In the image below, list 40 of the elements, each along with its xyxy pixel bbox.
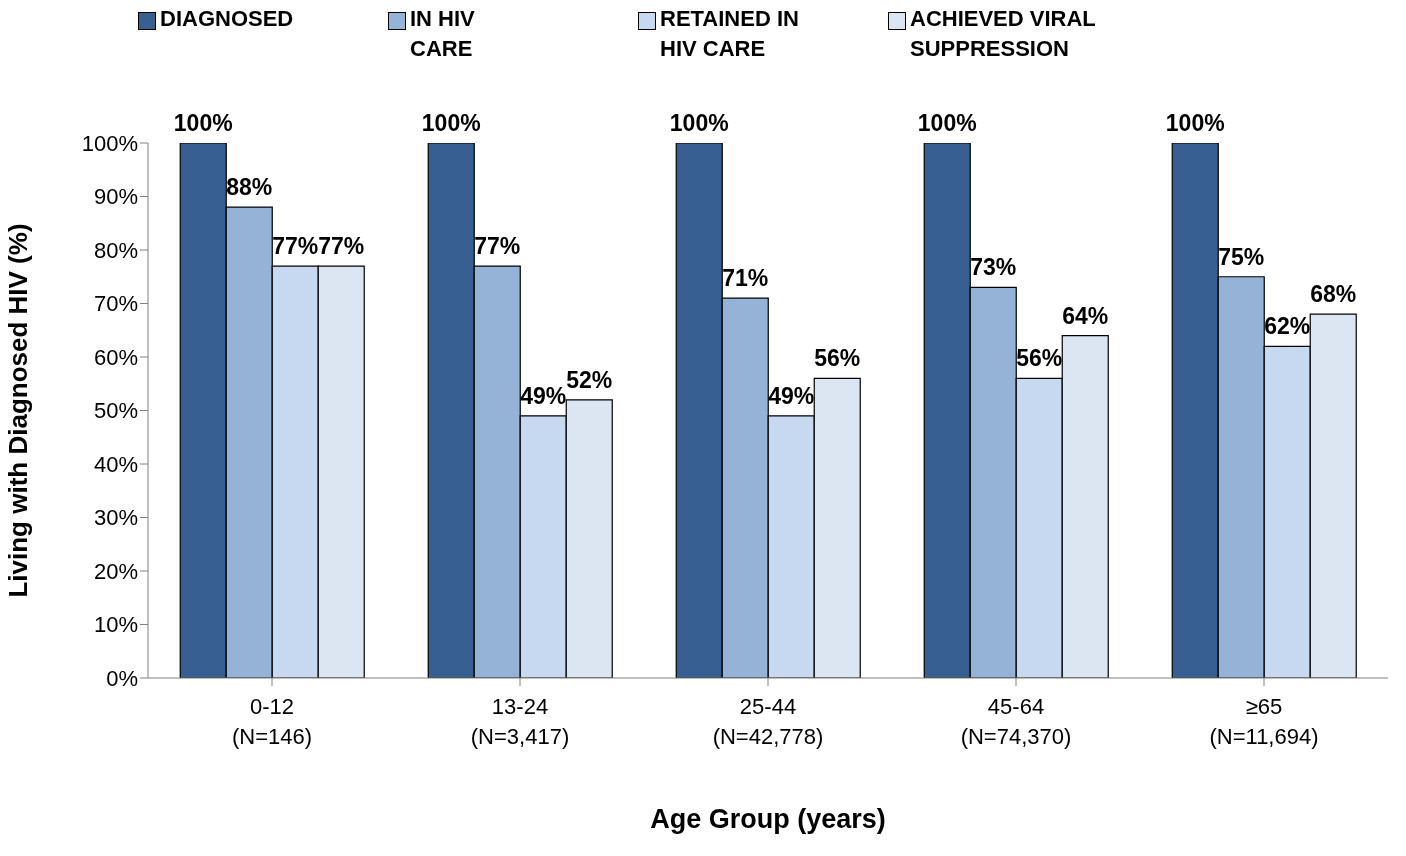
data-label: 68% xyxy=(1310,281,1357,308)
data-label: 77% xyxy=(272,233,319,260)
y-tick-label: 90% xyxy=(93,184,138,210)
data-label: 64% xyxy=(1062,302,1109,329)
y-tick-label: 50% xyxy=(93,398,138,424)
y-tick-label: 40% xyxy=(93,451,138,477)
data-label: 56% xyxy=(1016,345,1063,372)
x-axis-title: Age Group (years) xyxy=(650,804,886,834)
data-label: 56% xyxy=(814,345,861,372)
legend-label: IN HIV CARE xyxy=(410,5,476,63)
data-label: 62% xyxy=(1264,313,1311,340)
data-label: 73% xyxy=(970,254,1017,281)
data-label: 88% xyxy=(226,174,273,201)
x-tick-label: 45-64 (N=74,370) xyxy=(960,694,1072,749)
y-tick-label: 0% xyxy=(106,665,138,691)
x-tick-label: 25-44 (N=42,778) xyxy=(712,694,824,749)
legend-label: RETAINED IN HIV CARE xyxy=(660,5,800,63)
y-tick-label: 20% xyxy=(93,558,138,584)
x-tick-label: ≥65 (N=11,694) xyxy=(1209,694,1319,749)
data-label: 77% xyxy=(318,233,365,260)
data-label: 100% xyxy=(1165,110,1225,136)
x-tick-label: 0-12 (N=146) xyxy=(231,694,313,749)
data-label: 100% xyxy=(917,110,977,136)
y-tick-label: 30% xyxy=(93,505,138,531)
y-tick-label: 60% xyxy=(93,344,138,370)
data-label: 52% xyxy=(566,366,613,393)
y-tick-label: 100% xyxy=(81,130,138,156)
y-tick-label: 80% xyxy=(93,237,138,263)
data-label: 71% xyxy=(722,265,769,292)
data-label: 77% xyxy=(474,233,521,260)
legend-label: ACHIEVED VIRAL SUPPRESSION xyxy=(910,5,1097,63)
data-label: 100% xyxy=(669,110,729,136)
y-tick-label: 10% xyxy=(93,612,138,638)
x-tick-label: 13-24 (N=3,417) xyxy=(470,694,570,749)
data-label: 100% xyxy=(173,110,233,136)
y-axis-title: Living with Diagnosed HIV (%) xyxy=(3,223,34,598)
legend-label: DIAGNOSED xyxy=(160,5,294,33)
data-label: 100% xyxy=(421,110,481,136)
y-tick-label: 70% xyxy=(93,291,138,317)
data-label: 75% xyxy=(1218,243,1265,270)
